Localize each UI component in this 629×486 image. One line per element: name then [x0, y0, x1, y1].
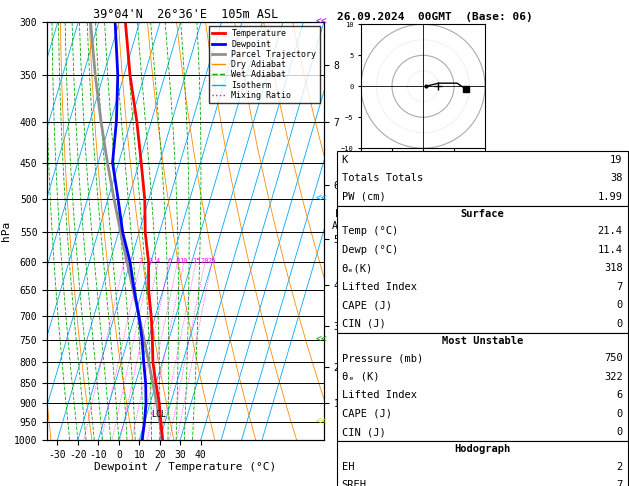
Text: 2: 2 [616, 462, 623, 471]
Text: 19: 19 [610, 155, 623, 165]
Text: Mixing Ratio (g/kg): Mixing Ratio (g/kg) [342, 183, 350, 278]
Text: CAPE (J): CAPE (J) [342, 300, 391, 310]
Legend: Temperature, Dewpoint, Parcel Trajectory, Dry Adiabat, Wet Adiabat, Isotherm, Mi: Temperature, Dewpoint, Parcel Trajectory… [209, 26, 320, 103]
Text: 322: 322 [604, 372, 623, 382]
Text: 25: 25 [208, 258, 216, 263]
Text: 1: 1 [122, 258, 126, 263]
Text: 1.99: 1.99 [598, 192, 623, 202]
Text: Most Unstable: Most Unstable [442, 336, 523, 346]
Text: CIN (J): CIN (J) [342, 427, 386, 437]
Text: 3: 3 [148, 258, 153, 263]
Text: 0: 0 [616, 427, 623, 437]
Text: <<: << [315, 417, 327, 427]
Text: Hodograph: Hodograph [454, 444, 510, 454]
Text: 4: 4 [156, 258, 160, 263]
Text: LCL: LCL [151, 410, 166, 419]
Text: 8: 8 [175, 258, 179, 263]
Y-axis label: km
ASL: km ASL [332, 209, 350, 231]
X-axis label: Dewpoint / Temperature (°C): Dewpoint / Temperature (°C) [94, 462, 277, 472]
Text: 21.4: 21.4 [598, 226, 623, 236]
Text: θₑ (K): θₑ (K) [342, 372, 379, 382]
Text: 38: 38 [610, 174, 623, 183]
Title: 39°04'N  26°36'E  105m ASL: 39°04'N 26°36'E 105m ASL [93, 8, 278, 21]
Text: 26.09.2024  00GMT  (Base: 06): 26.09.2024 00GMT (Base: 06) [337, 12, 532, 22]
Text: 7: 7 [616, 282, 623, 292]
Text: Totals Totals: Totals Totals [342, 174, 423, 183]
Text: 15: 15 [192, 258, 200, 263]
Text: <<: << [315, 194, 327, 204]
Text: CAPE (J): CAPE (J) [342, 409, 391, 418]
Text: <<: << [315, 17, 327, 27]
Text: 6: 6 [616, 390, 623, 400]
X-axis label: kt: kt [418, 163, 428, 172]
Text: SREH: SREH [342, 480, 367, 486]
Text: PW (cm): PW (cm) [342, 192, 386, 202]
Text: 0: 0 [616, 319, 623, 329]
Text: 6: 6 [167, 258, 172, 263]
Text: Temp (°C): Temp (°C) [342, 226, 398, 236]
Text: Surface: Surface [460, 209, 504, 219]
Text: K: K [342, 155, 348, 165]
Text: θₑ(K): θₑ(K) [342, 263, 373, 273]
Text: 0: 0 [616, 409, 623, 418]
Text: 10: 10 [180, 258, 188, 263]
Text: Lifted Index: Lifted Index [342, 390, 416, 400]
Text: Lifted Index: Lifted Index [342, 282, 416, 292]
Text: 7: 7 [616, 480, 623, 486]
Text: 2: 2 [138, 258, 143, 263]
Text: EH: EH [342, 462, 354, 471]
Text: 11.4: 11.4 [598, 245, 623, 255]
Text: 750: 750 [604, 353, 623, 363]
Text: CIN (J): CIN (J) [342, 319, 386, 329]
Text: <<: << [315, 335, 327, 345]
Text: Pressure (mb): Pressure (mb) [342, 353, 423, 363]
Text: 0: 0 [616, 300, 623, 310]
Text: 318: 318 [604, 263, 623, 273]
Text: Dewp (°C): Dewp (°C) [342, 245, 398, 255]
Text: 20: 20 [201, 258, 209, 263]
Y-axis label: hPa: hPa [1, 221, 11, 241]
Text: © weatheronline.co.uk: © weatheronline.co.uk [343, 471, 455, 480]
